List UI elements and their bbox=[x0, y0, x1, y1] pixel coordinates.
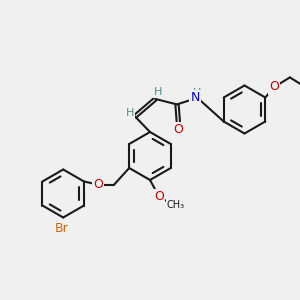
Text: H: H bbox=[193, 88, 202, 98]
Text: Br: Br bbox=[55, 221, 69, 235]
Text: CH₃: CH₃ bbox=[167, 200, 184, 210]
Text: O: O bbox=[269, 80, 279, 94]
Text: N: N bbox=[190, 91, 200, 104]
Text: O: O bbox=[174, 123, 183, 136]
Text: H: H bbox=[154, 87, 163, 98]
Text: O: O bbox=[154, 190, 164, 203]
Text: O: O bbox=[93, 178, 103, 191]
Text: H: H bbox=[125, 108, 134, 118]
